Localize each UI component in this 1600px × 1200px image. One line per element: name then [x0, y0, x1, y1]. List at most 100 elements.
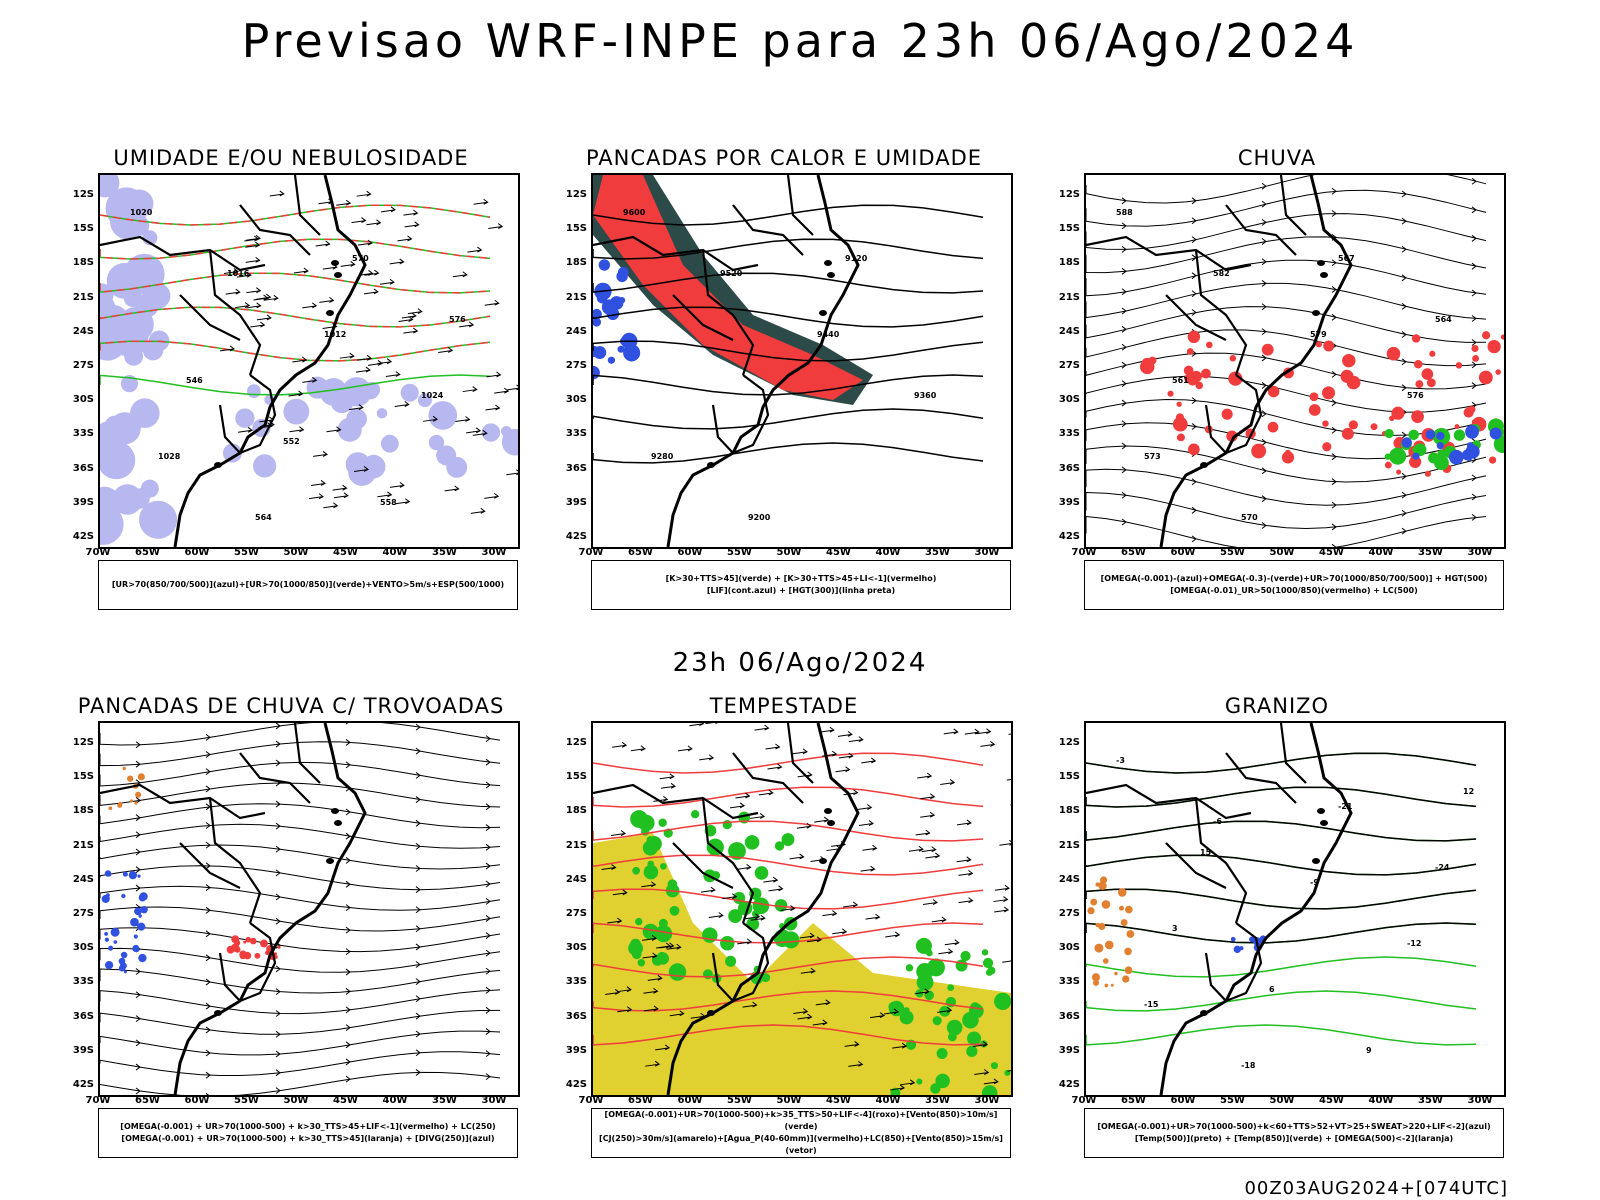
wind-vector	[292, 356, 308, 363]
flow-arrow	[205, 1026, 211, 1034]
lat-label: 24S	[565, 325, 587, 337]
flow-arrow	[205, 930, 211, 938]
state-border	[1204, 404, 1227, 454]
lat-label: 12S	[565, 737, 587, 748]
lat-label: 42S	[72, 531, 94, 542]
flow-arrow	[1121, 491, 1127, 499]
wind-vector	[819, 726, 835, 733]
flow-arrow	[415, 796, 421, 803]
wind-vector	[235, 302, 251, 309]
wind-vector	[302, 302, 318, 309]
wind-vector	[883, 1008, 900, 1015]
lon-label: 35W	[432, 1095, 457, 1106]
wind-vector	[263, 294, 279, 301]
flow-arrow	[1191, 397, 1197, 405]
wind-vector	[915, 829, 931, 836]
flow-arrow	[1261, 438, 1267, 446]
state-border	[293, 175, 321, 236]
lake	[1317, 808, 1325, 814]
flow-arrow	[1331, 478, 1337, 486]
wind-vector	[736, 863, 752, 870]
shaded-cell	[617, 345, 625, 353]
flow-arrow	[135, 866, 141, 874]
contour-line	[593, 752, 984, 774]
shaded-cell	[960, 950, 971, 962]
lon-label: 65W	[1121, 547, 1146, 558]
state-border	[701, 249, 755, 376]
flow-arrow	[1331, 501, 1337, 509]
shaded-cell	[690, 810, 700, 819]
shaded-cell	[1190, 370, 1202, 383]
shaded-cell	[598, 259, 611, 271]
shaded-cell	[593, 346, 607, 359]
shaded-cell	[120, 374, 139, 393]
shaded-cell	[1101, 900, 1111, 909]
wind-vector	[612, 889, 628, 896]
contour-label: 564	[255, 513, 272, 522]
flow-arrow	[345, 1058, 351, 1066]
flow-arrow	[415, 1069, 421, 1076]
shaded-cell	[962, 1011, 979, 1029]
lake	[331, 260, 339, 266]
wind-vector	[641, 881, 657, 888]
contour-label: 9600	[623, 208, 646, 217]
contour-label: 546	[186, 376, 203, 385]
shaded-cell	[1453, 429, 1466, 441]
shaded-cell	[652, 839, 662, 848]
contour-label: 582	[1213, 269, 1230, 278]
lat-label: 42S	[1058, 1079, 1080, 1090]
flow-arrow	[1121, 380, 1127, 388]
flow-arrow	[415, 747, 421, 755]
flow-arrow	[1261, 328, 1267, 336]
flow-arrow	[205, 768, 211, 775]
wind-vector	[389, 481, 405, 488]
shaded-cell	[481, 423, 501, 442]
lat-label: 36S	[72, 1010, 94, 1022]
shaded-cell	[1411, 334, 1421, 343]
coastline	[1159, 723, 1353, 1095]
lon-label: 50W	[283, 1095, 309, 1106]
shaded-cell	[1472, 355, 1480, 362]
flow-arrow	[345, 857, 351, 864]
flow-arrow	[135, 991, 141, 999]
wind-vector	[800, 967, 816, 974]
contour-label: -6	[1213, 817, 1222, 826]
shaded-cell	[1206, 341, 1213, 349]
shaded-cell	[1389, 447, 1407, 465]
run-info: 00Z03AUG2024+[074UTC]	[1244, 1178, 1508, 1199]
streamline	[100, 803, 501, 829]
shaded-cell	[417, 393, 432, 408]
flow-arrow	[1331, 543, 1337, 547]
wind-vector	[357, 239, 373, 246]
state-border	[1279, 175, 1307, 236]
wind-vector	[366, 219, 382, 226]
map-svg: 1020 1016 1012 1024 1028 564 570 576 546 552 558	[100, 175, 518, 547]
lon-label: 40W	[382, 547, 408, 558]
shaded-cell	[1095, 922, 1100, 928]
flow-arrow	[1471, 177, 1477, 185]
flow-arrow	[485, 1050, 491, 1058]
flow-arrow	[1401, 472, 1407, 480]
shaded-cell	[1102, 958, 1109, 964]
shaded-cell	[1226, 430, 1238, 442]
wind-vector	[956, 856, 972, 863]
contour-label: 15	[1200, 848, 1212, 857]
streamline	[1086, 213, 1487, 250]
wind-vector	[655, 1044, 671, 1051]
wind-vector	[401, 312, 417, 319]
main-title: Previsao WRF-INPE para 23h 06/Ago/2024	[241, 14, 1359, 68]
shaded-cell	[1462, 449, 1474, 461]
streamline	[1086, 352, 1487, 390]
lon-label: 40W	[1368, 547, 1394, 558]
lat-label: 33S	[72, 976, 94, 988]
lake	[1312, 858, 1320, 864]
shaded-cell	[137, 874, 141, 878]
flow-arrow	[1121, 343, 1127, 351]
wind-vector	[857, 804, 873, 811]
shaded-cell	[781, 833, 795, 846]
state-border	[786, 723, 814, 784]
wind-vector	[354, 466, 370, 472]
flow-arrow	[1331, 259, 1337, 267]
shaded-cell	[722, 819, 732, 830]
contour-line	[593, 990, 984, 1012]
